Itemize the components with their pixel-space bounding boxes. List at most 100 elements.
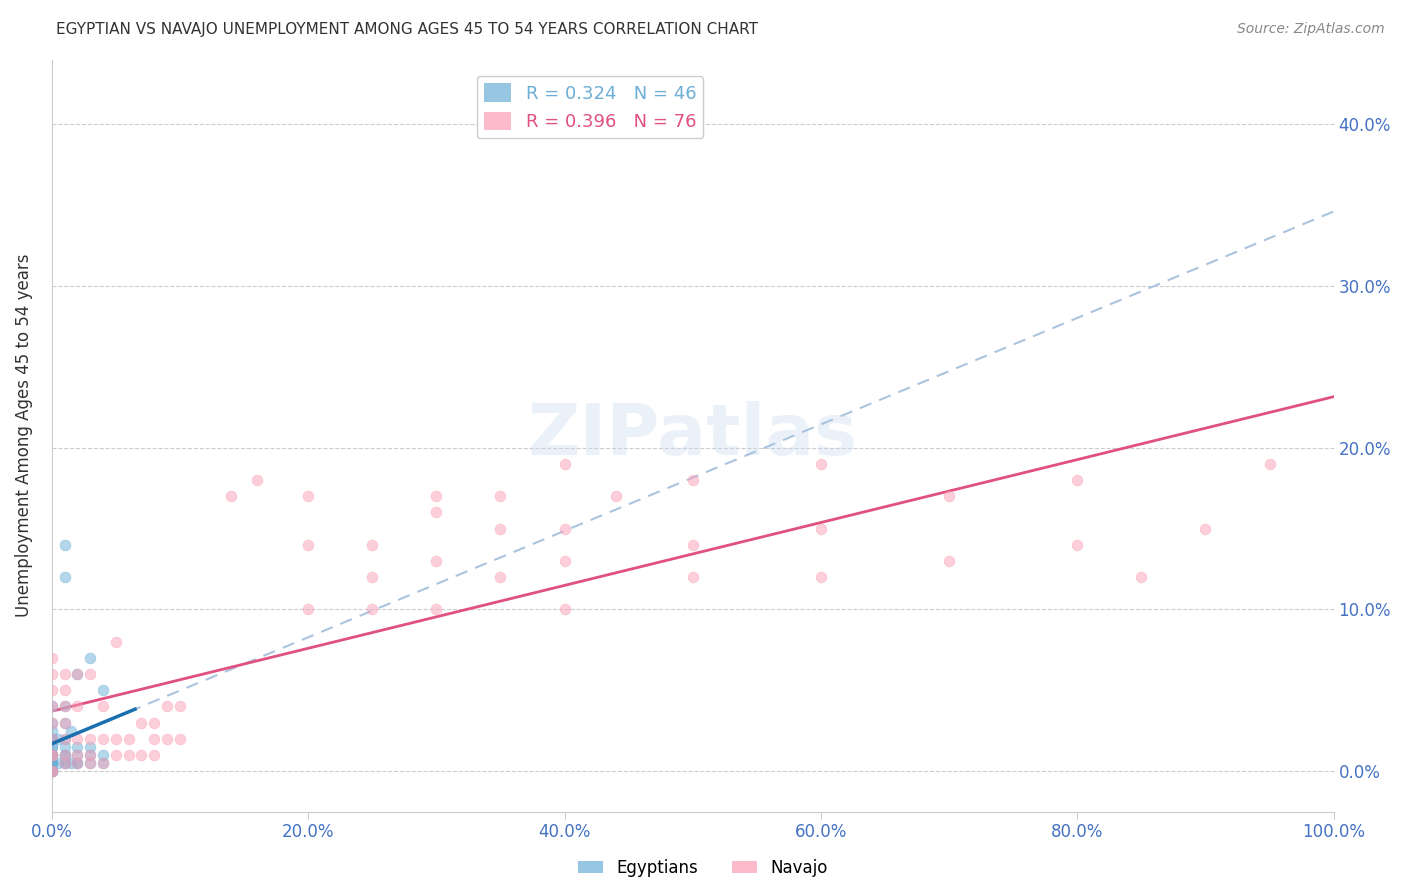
Point xyxy=(59,723,82,738)
Point xyxy=(66,756,89,770)
Point xyxy=(53,570,76,584)
Point xyxy=(104,634,127,648)
Point xyxy=(41,731,63,746)
Point xyxy=(489,570,512,584)
Point xyxy=(41,651,63,665)
Point xyxy=(605,489,627,503)
Point xyxy=(810,457,832,471)
Point xyxy=(41,739,63,754)
Point xyxy=(79,731,101,746)
Point xyxy=(104,731,127,746)
Point xyxy=(66,731,89,746)
Point xyxy=(41,756,63,770)
Point xyxy=(938,554,960,568)
Point xyxy=(41,747,63,762)
Point xyxy=(79,747,101,762)
Point xyxy=(41,747,63,762)
Point xyxy=(66,739,89,754)
Point xyxy=(66,747,89,762)
Point xyxy=(91,756,114,770)
Point xyxy=(118,747,141,762)
Point xyxy=(361,602,384,616)
Point xyxy=(41,715,63,730)
Point xyxy=(59,756,82,770)
Point xyxy=(53,715,76,730)
Legend: R = 0.324   N = 46, R = 0.396   N = 76: R = 0.324 N = 46, R = 0.396 N = 76 xyxy=(477,76,703,138)
Point xyxy=(91,699,114,714)
Point xyxy=(41,715,63,730)
Point xyxy=(131,715,153,730)
Point xyxy=(143,715,166,730)
Point xyxy=(53,747,76,762)
Point xyxy=(53,747,76,762)
Point xyxy=(53,747,76,762)
Point xyxy=(297,489,319,503)
Point xyxy=(41,699,63,714)
Point xyxy=(66,699,89,714)
Point xyxy=(66,747,89,762)
Point xyxy=(91,747,114,762)
Point xyxy=(1258,457,1281,471)
Point xyxy=(53,699,76,714)
Point xyxy=(79,651,101,665)
Point xyxy=(425,554,447,568)
Point xyxy=(425,505,447,519)
Point xyxy=(143,747,166,762)
Point xyxy=(489,522,512,536)
Point xyxy=(219,489,242,503)
Point xyxy=(169,699,191,714)
Point xyxy=(169,731,191,746)
Point xyxy=(938,489,960,503)
Point xyxy=(156,731,179,746)
Point xyxy=(810,522,832,536)
Point xyxy=(53,683,76,698)
Point xyxy=(66,667,89,681)
Point xyxy=(41,764,63,778)
Point xyxy=(682,570,704,584)
Point xyxy=(553,522,575,536)
Point xyxy=(553,554,575,568)
Point xyxy=(79,739,101,754)
Point xyxy=(682,473,704,487)
Point xyxy=(41,756,63,770)
Point xyxy=(41,756,63,770)
Point xyxy=(156,699,179,714)
Point xyxy=(41,747,63,762)
Point xyxy=(118,731,141,746)
Point xyxy=(53,667,76,681)
Point xyxy=(41,764,63,778)
Point xyxy=(53,756,76,770)
Point xyxy=(53,538,76,552)
Point xyxy=(553,602,575,616)
Text: Source: ZipAtlas.com: Source: ZipAtlas.com xyxy=(1237,22,1385,37)
Point xyxy=(41,739,63,754)
Point xyxy=(53,756,76,770)
Point xyxy=(53,731,76,746)
Point xyxy=(297,602,319,616)
Point xyxy=(41,764,63,778)
Point xyxy=(131,747,153,762)
Text: EGYPTIAN VS NAVAJO UNEMPLOYMENT AMONG AGES 45 TO 54 YEARS CORRELATION CHART: EGYPTIAN VS NAVAJO UNEMPLOYMENT AMONG AG… xyxy=(56,22,758,37)
Point xyxy=(41,764,63,778)
Point xyxy=(143,731,166,746)
Point xyxy=(66,756,89,770)
Point xyxy=(553,457,575,471)
Point xyxy=(361,538,384,552)
Point xyxy=(41,731,63,746)
Point xyxy=(41,683,63,698)
Point xyxy=(41,699,63,714)
Point xyxy=(1130,570,1153,584)
Point xyxy=(425,602,447,616)
Point xyxy=(79,667,101,681)
Point xyxy=(425,489,447,503)
Point xyxy=(46,731,69,746)
Y-axis label: Unemployment Among Ages 45 to 54 years: Unemployment Among Ages 45 to 54 years xyxy=(15,254,32,617)
Point xyxy=(53,731,76,746)
Point xyxy=(66,756,89,770)
Point xyxy=(246,473,269,487)
Point xyxy=(53,699,76,714)
Point xyxy=(297,538,319,552)
Point xyxy=(1066,473,1088,487)
Point xyxy=(91,683,114,698)
Point xyxy=(41,764,63,778)
